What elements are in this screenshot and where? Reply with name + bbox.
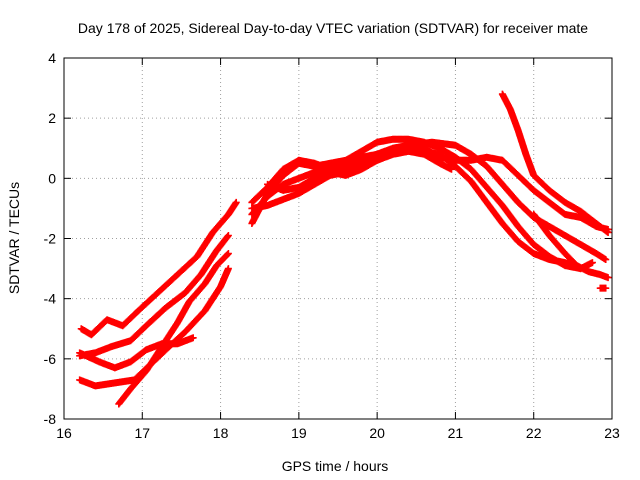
y-tick-label: 4 bbox=[48, 50, 56, 66]
x-tick-label: 20 bbox=[369, 425, 385, 441]
data-point bbox=[604, 274, 612, 282]
chart-title: Day 178 of 2025, Sidereal Day-to-day VTE… bbox=[78, 20, 588, 36]
y-tick-labels: 4 2 0 -2 -4 -6 -8 bbox=[44, 50, 57, 427]
series-track-11 bbox=[264, 147, 456, 194]
series-track-4 bbox=[115, 250, 232, 408]
axis-ticks bbox=[63, 57, 613, 420]
data-point bbox=[223, 250, 231, 258]
y-tick-label: 0 bbox=[48, 170, 56, 186]
series-track-3 bbox=[76, 265, 232, 390]
data-point bbox=[602, 256, 610, 264]
series-track-1 bbox=[77, 198, 240, 339]
data-point bbox=[448, 165, 456, 173]
y-tick-label: -6 bbox=[44, 351, 57, 367]
x-tick-label: 21 bbox=[448, 425, 464, 441]
y-tick-label: -2 bbox=[44, 231, 57, 247]
x-tick-labels: 16 17 18 19 20 21 22 23 bbox=[56, 425, 620, 441]
data-point bbox=[604, 228, 612, 236]
x-tick-label: 16 bbox=[56, 425, 72, 441]
x-tick-label: 19 bbox=[291, 425, 307, 441]
x-tick-label: 18 bbox=[213, 425, 229, 441]
y-tick-label: -4 bbox=[44, 291, 57, 307]
y-axis-label: SDTVAR / TECUs bbox=[6, 182, 22, 294]
x-tick-label: 17 bbox=[134, 425, 150, 441]
data-point bbox=[189, 334, 197, 342]
series-track-12 bbox=[530, 210, 612, 282]
data-point bbox=[602, 284, 610, 292]
data-point bbox=[588, 259, 596, 267]
data-point bbox=[232, 198, 240, 206]
y-tick-label: 2 bbox=[48, 110, 56, 126]
x-tick-label: 23 bbox=[604, 425, 620, 441]
series-track-10 bbox=[498, 90, 612, 236]
y-tick-label: -8 bbox=[44, 411, 57, 427]
data-point bbox=[224, 231, 232, 239]
x-axis-label: GPS time / hours bbox=[282, 458, 389, 474]
series-track-5 bbox=[76, 334, 197, 372]
data-point bbox=[224, 250, 232, 258]
series-track-13 bbox=[596, 284, 610, 292]
data-point bbox=[224, 265, 232, 273]
x-tick-label: 22 bbox=[526, 425, 542, 441]
data-marks bbox=[76, 90, 612, 408]
